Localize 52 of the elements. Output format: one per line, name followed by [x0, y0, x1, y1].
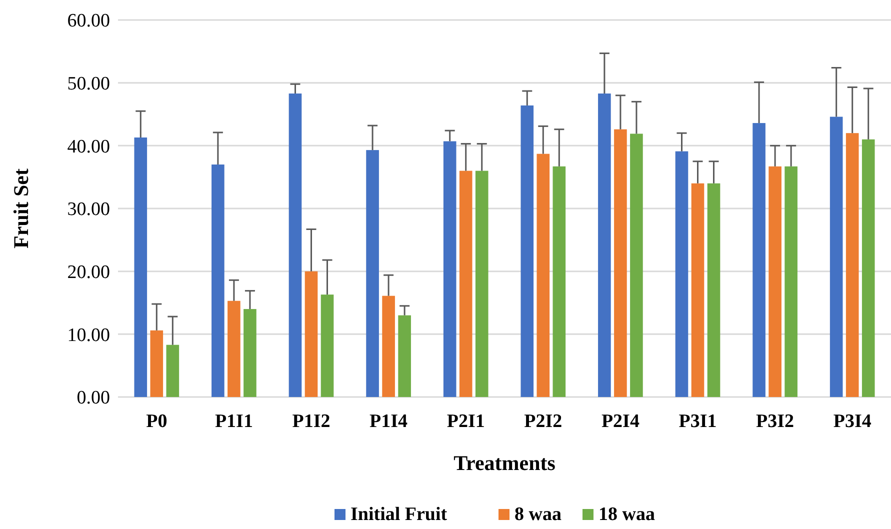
y-tick-label: 40.00	[67, 136, 110, 158]
bar	[675, 151, 688, 397]
x-tick-label: P0	[146, 411, 168, 432]
bar	[846, 133, 859, 397]
x-tick-label: P1I4	[370, 411, 408, 432]
y-tick-label: 20.00	[67, 262, 110, 283]
bar	[382, 296, 395, 397]
bar	[862, 139, 875, 397]
bar	[830, 116, 843, 397]
bar	[443, 141, 456, 397]
legend-label: 8 waa	[514, 504, 562, 525]
bar	[520, 105, 534, 397]
bar	[244, 309, 256, 397]
bar	[630, 134, 643, 397]
x-tick-label: P1I1	[214, 411, 253, 432]
y-tick-label: 60.00	[67, 10, 110, 32]
x-tick-label: P2I1	[446, 411, 485, 432]
legend-label: Initial Fruit	[350, 504, 448, 525]
bar	[784, 166, 798, 397]
bar	[614, 129, 627, 397]
bar	[691, 183, 704, 397]
legend-label: 18 waa	[598, 504, 656, 525]
bar	[768, 166, 782, 397]
y-tick-label: 30.00	[67, 199, 110, 220]
bar	[366, 150, 379, 397]
x-axis-title: Treatments	[454, 451, 556, 475]
y-tick-label: 10.00	[67, 324, 110, 346]
bar	[475, 170, 488, 397]
x-tick-label: P2I4	[601, 411, 640, 432]
bar	[707, 183, 720, 397]
x-tick-label: P3I4	[833, 411, 872, 432]
bar	[398, 315, 411, 397]
bar	[150, 330, 164, 397]
x-tick-label: P3I2	[756, 411, 794, 432]
bar	[134, 138, 148, 397]
bar	[459, 170, 472, 397]
bar	[228, 300, 240, 397]
x-tick-label: P1I2	[292, 411, 330, 432]
bar	[166, 344, 180, 397]
bar	[598, 94, 611, 397]
bar	[536, 154, 550, 397]
y-tick-label: 0.00	[76, 388, 110, 409]
bar	[212, 164, 224, 397]
bar	[304, 271, 318, 397]
x-tick-label: P3I1	[678, 411, 717, 432]
bar	[320, 294, 334, 397]
y-axis-title: Fruit Set	[9, 168, 33, 248]
y-tick-label: 50.00	[67, 73, 110, 94]
bar	[288, 94, 302, 397]
bar	[552, 166, 566, 397]
bar	[752, 123, 766, 397]
x-tick-label: P2I2	[524, 411, 562, 432]
